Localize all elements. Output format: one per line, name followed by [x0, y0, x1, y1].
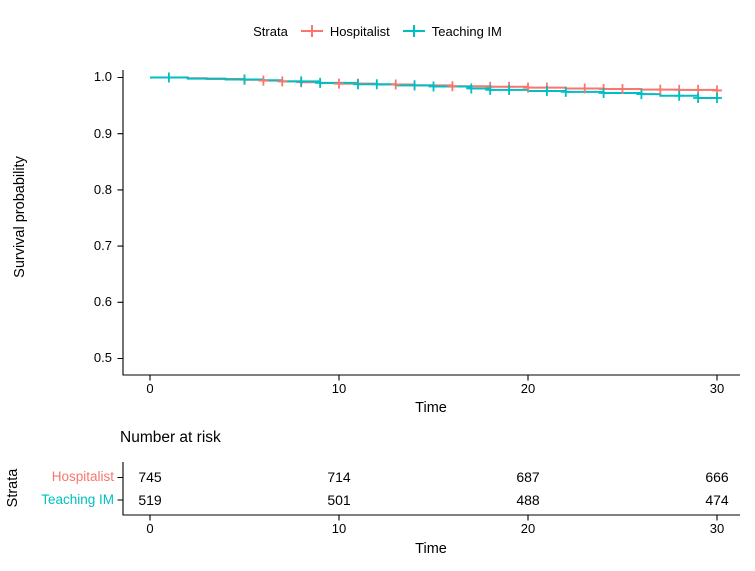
- y-tick-label-0.7: 0.7: [93, 238, 112, 253]
- risk-x-tick-label-20: 20: [520, 521, 536, 536]
- x-axis-title: Time: [415, 400, 447, 416]
- risk-value-teaching-im-t20: 488: [516, 492, 540, 508]
- strata-axis-title: Strata: [5, 468, 21, 508]
- legend-item-teaching-im: Teaching IM: [402, 23, 502, 39]
- risk-value-teaching-im-t10: 501: [327, 492, 351, 508]
- x-tick-label-20: 20: [520, 381, 536, 396]
- risk-x-axis-title: Time: [415, 541, 447, 557]
- y-tick-label-1.0: 1.0: [93, 69, 112, 84]
- legend-label-teaching-im: Teaching IM: [431, 23, 502, 39]
- hospitalist-legend-key-icon: [300, 25, 323, 37]
- x-tick-label-30: 30: [709, 381, 725, 396]
- risk-value-hospitalist-t0: 745: [138, 469, 162, 485]
- censor-marks-hospitalist: [239, 74, 722, 96]
- y-tick-label-0.9: 0.9: [93, 126, 112, 141]
- axes-lines: [117, 70, 740, 521]
- teaching-im-legend-key-icon: [402, 25, 425, 37]
- legend-label-hospitalist: Hospitalist: [329, 23, 390, 39]
- y-tick-label-0.6: 0.6: [93, 294, 112, 309]
- risk-x-tick-label-30: 30: [709, 521, 725, 536]
- x-tick-label-10: 10: [331, 381, 347, 396]
- legend: Strata Hospitalist Teaching IM: [0, 22, 755, 40]
- legend-item-hospitalist: Hospitalist: [300, 23, 390, 39]
- hospitalist-key-cross: [310, 25, 313, 37]
- y-axis-title: Survival probability: [12, 156, 28, 278]
- y-tick-label-0.5: 0.5: [93, 350, 112, 365]
- risk-x-tick-label-10: 10: [331, 521, 347, 536]
- risk-row-label-teaching-im: Teaching IM: [41, 492, 114, 507]
- risk-value-hospitalist-t20: 687: [516, 469, 540, 485]
- risk-value-hospitalist-t10: 714: [327, 469, 351, 485]
- legend-title: Strata: [253, 23, 288, 39]
- risk-value-teaching-im-t30: 474: [705, 492, 729, 508]
- risk-value-teaching-im-t0: 519: [138, 492, 162, 508]
- x-tick-label-0: 0: [146, 381, 154, 396]
- teaching-im-key-cross: [412, 25, 415, 37]
- number-at-risk-title: Number at risk: [120, 429, 221, 446]
- risk-value-hospitalist-t30: 666: [705, 469, 729, 485]
- risk-row-label-hospitalist: Hospitalist: [51, 469, 114, 484]
- y-tick-label-0.8: 0.8: [93, 182, 112, 197]
- survival-curve-teaching-im: [150, 76, 720, 100]
- risk-x-tick-label-0: 0: [146, 521, 154, 536]
- censor-marks-teaching-im: [163, 72, 722, 104]
